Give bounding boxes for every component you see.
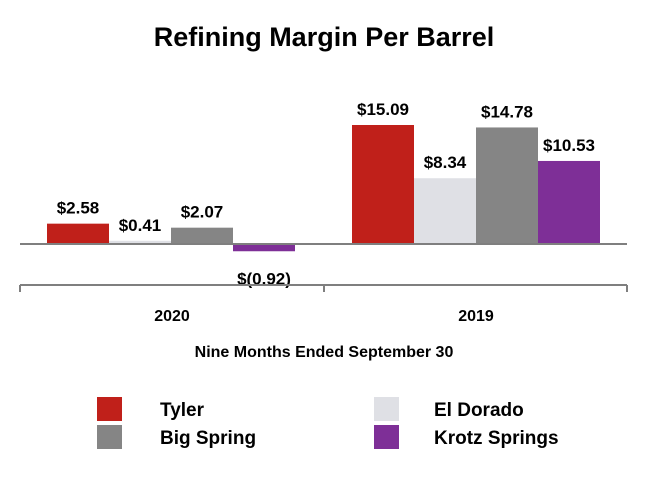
bar-big-spring-2020 xyxy=(171,227,233,244)
data-label-el-dorado-2020: $0.41 xyxy=(119,216,162,235)
legend-label-el-dorado: El Dorado xyxy=(434,400,524,421)
legend-swatch-big-spring xyxy=(97,425,122,449)
legend: Tyler El Dorado Big Spring Krotz Springs xyxy=(97,397,559,449)
data-label-el-dorado-2019: $8.34 xyxy=(424,153,467,172)
x-tick-label-2020: 2020 xyxy=(154,308,190,325)
chart-title: Refining Margin Per Barrel xyxy=(154,22,495,52)
data-label-big-spring-2020: $2.07 xyxy=(181,203,224,222)
x-tick-labels: 2020 2019 xyxy=(154,308,494,325)
legend-swatch-tyler xyxy=(97,397,122,421)
legend-label-tyler: Tyler xyxy=(160,400,205,421)
x-tick-label-2019: 2019 xyxy=(458,308,494,325)
data-label-big-spring-2019: $14.78 xyxy=(481,102,533,121)
bars-group: $2.58 $0.41 $2.07 $(0.92) $15.09 $8.34 $14.78 $… xyxy=(47,100,600,288)
bar-krotz-springs-2019 xyxy=(538,160,600,244)
data-label-tyler-2020: $2.58 xyxy=(57,199,100,218)
legend-swatch-krotz-springs xyxy=(374,425,399,449)
bar-krotz-springs-2020 xyxy=(233,244,295,252)
x-axis-label: Nine Months Ended September 30 xyxy=(195,344,454,361)
bar-el-dorado-2020 xyxy=(109,240,171,244)
legend-label-krotz-springs: Krotz Springs xyxy=(434,428,559,449)
data-label-tyler-2019: $15.09 xyxy=(357,100,409,119)
legend-label-big-spring: Big Spring xyxy=(160,428,256,449)
bar-tyler-2019 xyxy=(352,125,414,244)
bar-big-spring-2019 xyxy=(476,127,538,244)
legend-swatch-el-dorado xyxy=(374,397,399,421)
data-label-krotz-springs-2019: $10.53 xyxy=(543,136,595,155)
bar-tyler-2020 xyxy=(47,223,109,244)
bar-el-dorado-2019 xyxy=(414,178,476,244)
data-label-krotz-springs-2020: $(0.92) xyxy=(237,269,291,288)
